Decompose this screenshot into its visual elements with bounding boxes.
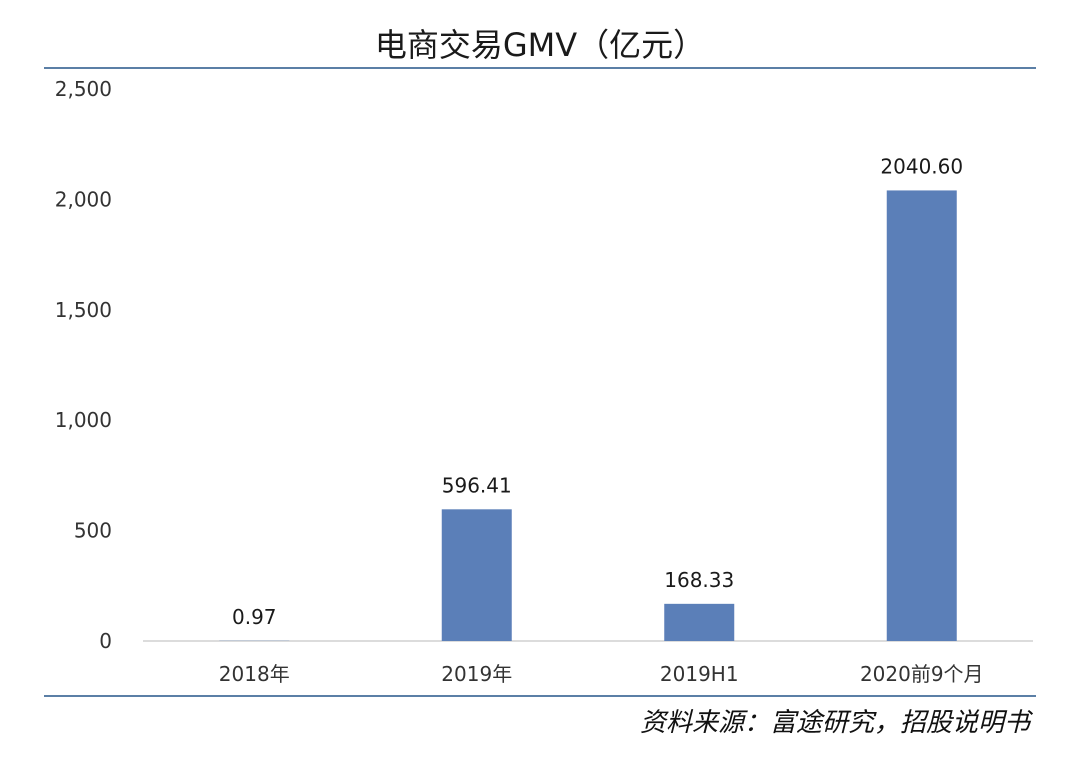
y-tick-label: 500 — [74, 519, 112, 543]
source-note: 资料来源：富途研究，招股说明书 — [639, 708, 1030, 738]
y-tick-label: 2,000 — [55, 187, 112, 211]
bar-value-label: 596.41 — [442, 473, 512, 497]
x-category-label: 2019H1 — [660, 662, 739, 686]
bar-value-label: 2040.60 — [880, 154, 963, 178]
bar-value-label: 168.33 — [664, 568, 734, 592]
chart-title: 电商交易GMV（亿元） — [374, 26, 706, 64]
title-divider — [44, 67, 1036, 69]
bar — [886, 190, 957, 641]
y-tick-label: 2,500 — [55, 77, 112, 101]
bar-value-label: 0.97 — [232, 605, 277, 629]
y-tick-label: 1,500 — [55, 298, 112, 322]
x-category-label: 2019年 — [441, 662, 512, 686]
bar — [441, 509, 512, 641]
y-tick-label: 1,000 — [55, 408, 112, 432]
bar — [664, 603, 735, 641]
x-category-label: 2018年 — [219, 662, 290, 686]
x-category-label: 2020前9个月 — [860, 662, 984, 686]
footer-divider — [44, 695, 1036, 697]
y-tick-label: 0 — [99, 629, 112, 653]
